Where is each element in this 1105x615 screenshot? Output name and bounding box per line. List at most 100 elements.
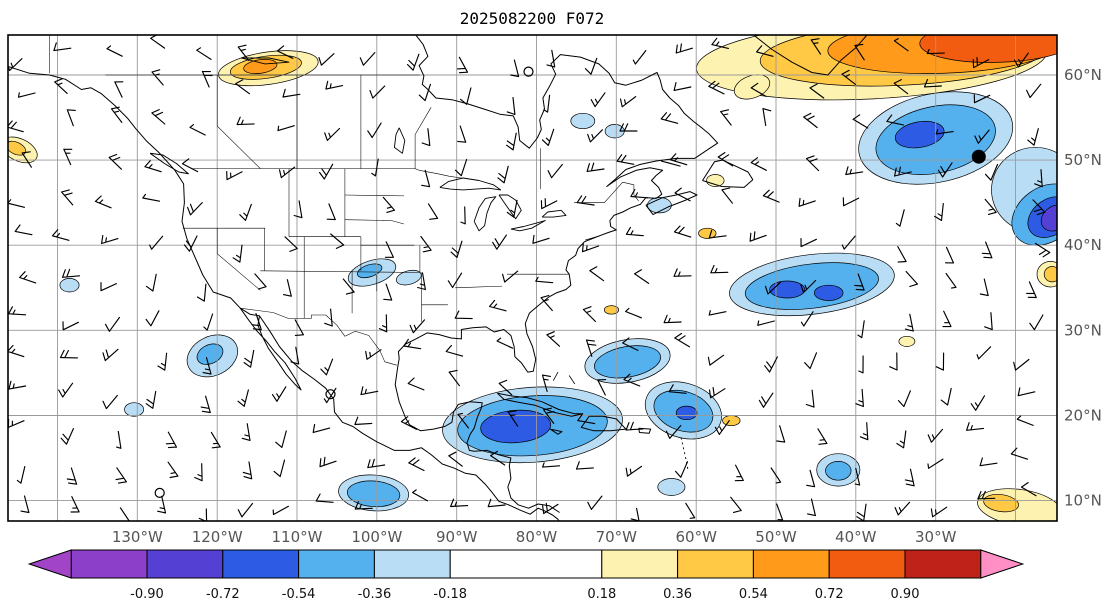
colorbar-tick-label: -0.36 <box>358 587 392 602</box>
colorbar-segment <box>677 549 754 579</box>
island-coastline <box>149 152 189 175</box>
colorbar-segment <box>601 549 679 579</box>
lat-tick-label: 60°N <box>1064 66 1102 84</box>
colorbar-tick-label: 0.72 <box>815 587 844 602</box>
lon-tick-label: 40°W <box>835 528 877 546</box>
coastline <box>8 66 560 521</box>
map-plot-area <box>7 34 1058 522</box>
lon-tick-label: 110°W <box>272 528 323 546</box>
island-coastline <box>239 307 302 391</box>
small-island <box>585 235 600 241</box>
calm-wind-circle <box>154 487 165 498</box>
shaded-region-gold <box>722 415 741 427</box>
shaded-region-orange <box>243 59 278 74</box>
colorbar-tick-label: -0.90 <box>130 587 164 602</box>
lat-tick-label: 20°N <box>1064 407 1102 425</box>
shaded-region-violet <box>1040 204 1057 232</box>
colorbar-segment <box>146 549 224 579</box>
calm-wind-circle <box>325 389 336 400</box>
island-arc-dashed <box>680 437 689 471</box>
shaded-region-sky_blue <box>594 345 661 379</box>
small-island <box>568 375 576 385</box>
shaded-region-pale_blue <box>395 269 422 286</box>
shaded-region-royal_blue <box>769 280 806 299</box>
lon-tick-label: 80°W <box>516 528 558 546</box>
lake-outline <box>510 220 546 232</box>
lake-outline <box>473 196 497 232</box>
shaded-region-pale_blue <box>647 197 672 214</box>
lake-outline <box>393 127 406 154</box>
shaded-region-sky_blue <box>744 262 879 310</box>
colorbar-tick-label: -0.18 <box>433 587 467 602</box>
lat-tick-label: 30°N <box>1064 321 1102 339</box>
shaded-region-pale_blue <box>124 402 145 417</box>
political-border <box>414 107 432 169</box>
shaded-region-pale_blue <box>570 112 596 130</box>
political-border <box>455 285 503 289</box>
political-border <box>216 228 261 291</box>
shaded-region-gold <box>603 305 620 315</box>
political-border <box>216 75 261 169</box>
lon-tick-label: 90°W <box>436 528 478 546</box>
shaded-region-pale_blue <box>59 278 80 293</box>
filled-contours <box>8 35 1057 521</box>
colorbar-tick-label: 0.36 <box>663 587 692 602</box>
shaded-region-sky_blue <box>356 263 383 279</box>
shaded-region-gold <box>1043 266 1057 283</box>
shaded-region-red_orange <box>919 35 1057 63</box>
lat-tick-label: 40°N <box>1064 236 1102 254</box>
shaded-region-pale_yellow <box>898 335 916 347</box>
political-border <box>574 181 639 203</box>
island-coastline <box>753 35 868 76</box>
lat-tick-label: 50°N <box>1064 151 1102 169</box>
lon-tick-label: 130°W <box>112 528 163 546</box>
lon-tick-label: 70°W <box>596 528 638 546</box>
colorbar-overflow-arrow <box>980 549 1025 579</box>
lon-tick-label: 120°W <box>192 528 243 546</box>
political-border <box>260 270 420 273</box>
island-coastline <box>549 428 563 435</box>
political-border <box>240 307 397 366</box>
lake-outline <box>541 209 567 218</box>
colorbar-segment <box>373 549 451 579</box>
shaded-region-royal_blue <box>675 405 698 421</box>
lake-outline <box>240 57 290 65</box>
colorbar-segment <box>298 549 375 579</box>
map-layers <box>8 35 1057 521</box>
colorbar-segment <box>904 549 982 579</box>
chart-title: 2025082200 F072 <box>460 9 605 28</box>
island-coastline <box>702 159 754 188</box>
shaded-region-royal_blue <box>894 120 945 149</box>
longitude-axis-labels: 130°W 120°W 110°W 100°W 90°W 80°W 70°W 60°W 50°W… <box>112 528 957 546</box>
colorbar-tick-label: -0.72 <box>206 587 240 602</box>
latitude-axis-labels: 10°N 20°N 30°N 40°N 50°N 60°N <box>1064 66 1102 510</box>
island-coastline <box>580 415 627 432</box>
lake-outline <box>439 177 502 191</box>
political-border <box>344 194 405 197</box>
lon-tick-label: 50°W <box>755 528 797 546</box>
lon-tick-label: 60°W <box>675 528 717 546</box>
colorbar: -0.90 -0.72 -0.54 -0.36 -0.18 0.18 0.36 0.54 0.7… <box>27 549 1025 602</box>
map-frame <box>7 34 1058 522</box>
island-coastline <box>645 191 698 216</box>
small-island <box>552 371 559 381</box>
lake-outline <box>498 194 522 220</box>
colorbar-tick-label: 0.54 <box>739 587 768 602</box>
colorbar-segment <box>222 549 300 579</box>
calm-wind-circle <box>523 66 534 77</box>
shaded-region-royal_blue <box>813 284 844 301</box>
colorbar-segment <box>828 549 906 579</box>
colorbar-tick-label: 0.18 <box>587 587 616 602</box>
colorbar-segment <box>449 549 603 579</box>
lon-tick-label: 30°W <box>915 528 957 546</box>
shaded-region-royal_blue <box>480 409 552 444</box>
colorbar-tick-label: -0.54 <box>282 587 316 602</box>
political-border <box>414 168 462 179</box>
colorbar-segment <box>70 549 148 579</box>
station-marker-dot <box>971 149 986 164</box>
colorbar-underflow-arrow <box>27 549 72 579</box>
political-border <box>344 219 405 225</box>
shaded-region-pale_blue <box>657 478 686 496</box>
